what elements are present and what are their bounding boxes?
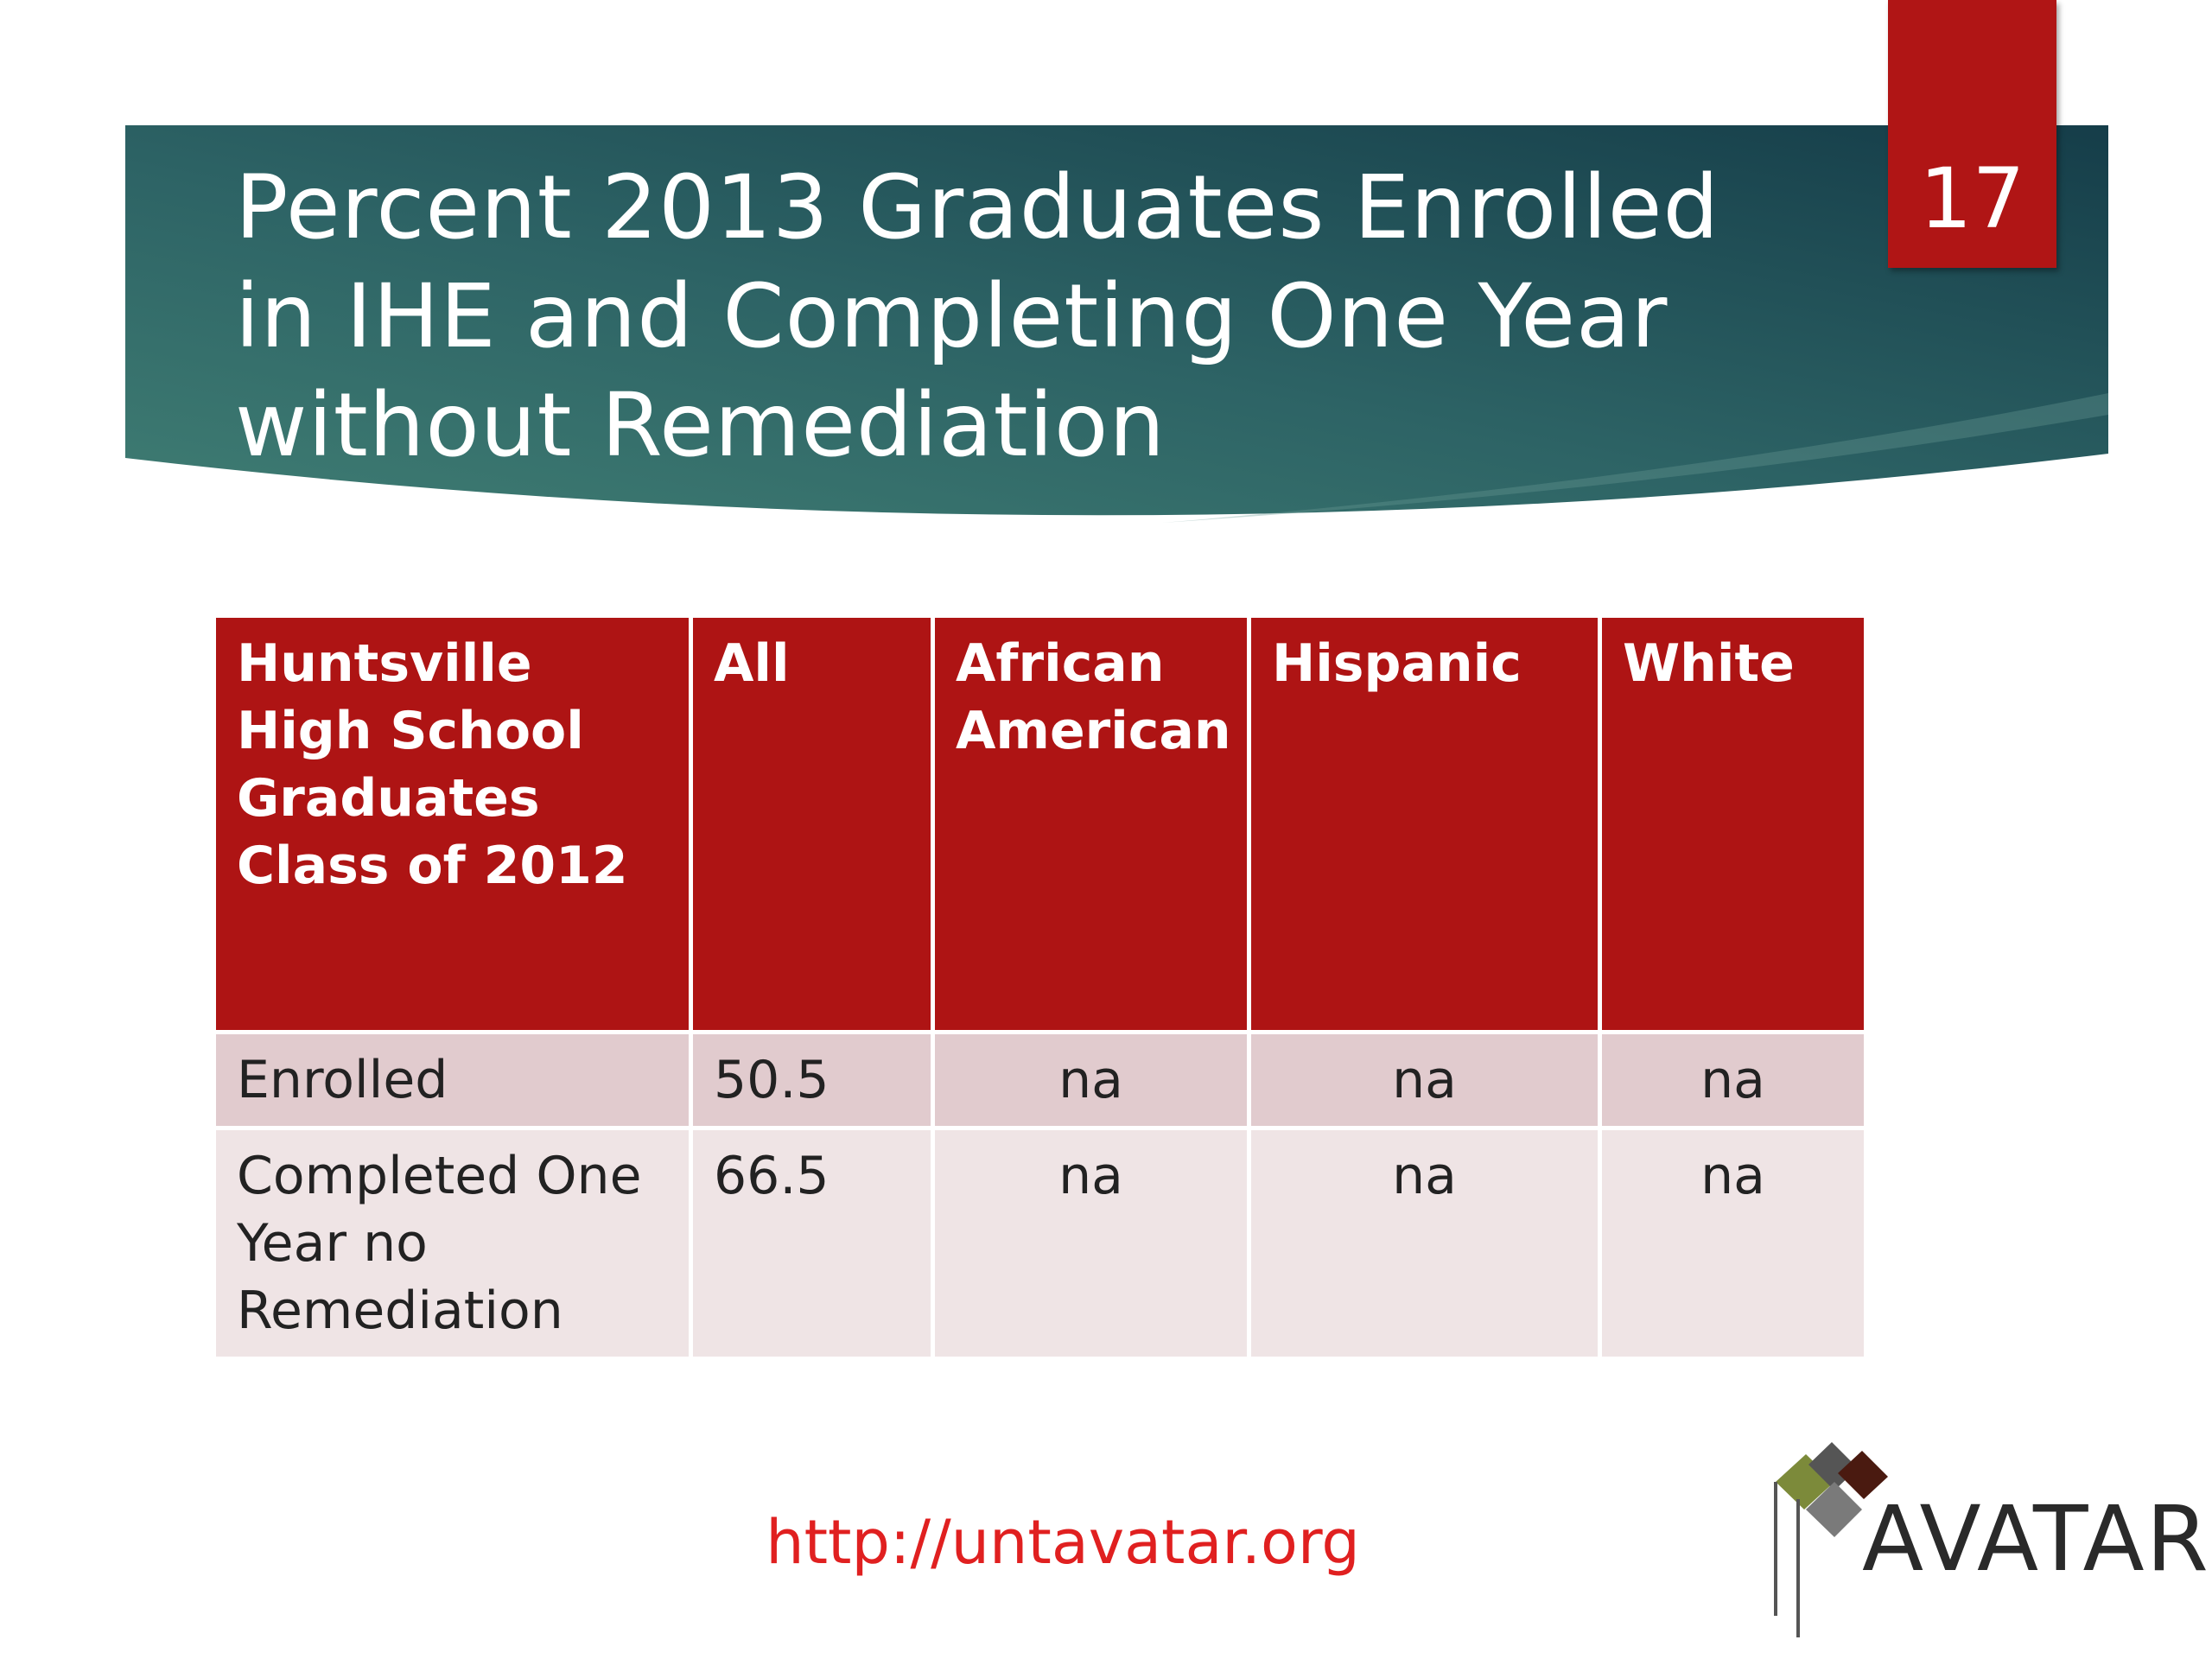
- column-header: All: [689, 613, 935, 1034]
- column-header: Hispanic: [1247, 613, 1602, 1034]
- column-header: African American: [931, 613, 1251, 1034]
- table-cell: na: [931, 1030, 1251, 1130]
- avatar-logo: AVATAR: [1758, 1430, 2209, 1650]
- table-cell: na: [1598, 1126, 1868, 1361]
- column-header: Huntsville High School Graduates Class o…: [212, 613, 693, 1034]
- table-cell: na: [1247, 1030, 1602, 1130]
- table-cell: 66.5: [689, 1126, 935, 1361]
- table-row: Completed One Year no Remediation 66.5 n…: [212, 1126, 1868, 1361]
- website-link[interactable]: http://untavatar.org: [766, 1507, 1360, 1578]
- logo-text: AVATAR: [1862, 1486, 2210, 1592]
- table-cell: na: [931, 1126, 1251, 1361]
- logo-mark-icon: [1774, 1442, 1888, 1637]
- table-header-row: Huntsville High School Graduates Class o…: [212, 613, 1868, 1034]
- row-label: Enrolled: [212, 1030, 693, 1130]
- slide-title: Percent 2013 Graduates Enrolled in IHE a…: [235, 156, 1720, 477]
- slide-number-tab: 17: [1888, 0, 2056, 268]
- data-table: Huntsville High School Graduates Class o…: [212, 613, 1868, 1361]
- table-row: Enrolled 50.5 na na na: [212, 1030, 1868, 1130]
- table-cell: na: [1247, 1126, 1602, 1361]
- column-header: White: [1598, 613, 1868, 1034]
- table-cell: na: [1598, 1030, 1868, 1130]
- title-banner: [125, 125, 2108, 523]
- row-label: Completed One Year no Remediation: [212, 1126, 693, 1361]
- table-cell: 50.5: [689, 1030, 935, 1130]
- slide-number: 17: [1919, 150, 2025, 247]
